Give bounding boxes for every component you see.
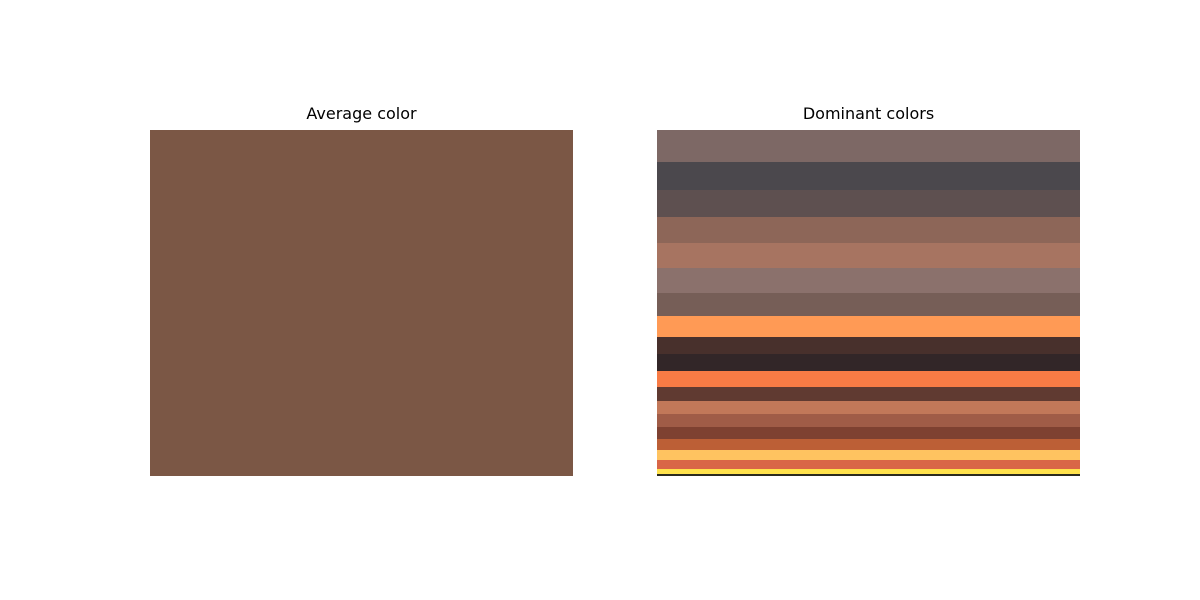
dominant-color-band (657, 427, 1080, 439)
dominant-color-band (657, 469, 1080, 474)
dominant-color-band (657, 190, 1080, 217)
dominant-colors-title: Dominant colors (802, 104, 935, 123)
dominant-color-band (657, 450, 1080, 460)
dominant-color-band (657, 460, 1080, 469)
dominant-color-band (657, 268, 1080, 293)
dominant-color-band (657, 243, 1080, 268)
average-color-title: Average color (306, 104, 417, 123)
dominant-color-band (657, 439, 1080, 450)
average-color-swatch (150, 130, 573, 476)
dominant-color-band (657, 293, 1080, 316)
dominant-colors-bands (657, 130, 1080, 476)
dominant-color-band (657, 217, 1080, 243)
dominant-color-band (657, 130, 1080, 162)
dominant-color-band (657, 162, 1080, 190)
dominant-color-band (657, 401, 1080, 414)
dominant-color-band (657, 316, 1080, 337)
dominant-color-band (657, 371, 1080, 387)
dominant-color-band (657, 354, 1080, 371)
dominant-color-band (657, 387, 1080, 401)
dominant-color-band (657, 474, 1080, 476)
dominant-color-band (657, 414, 1080, 427)
dominant-color-band (657, 337, 1080, 354)
